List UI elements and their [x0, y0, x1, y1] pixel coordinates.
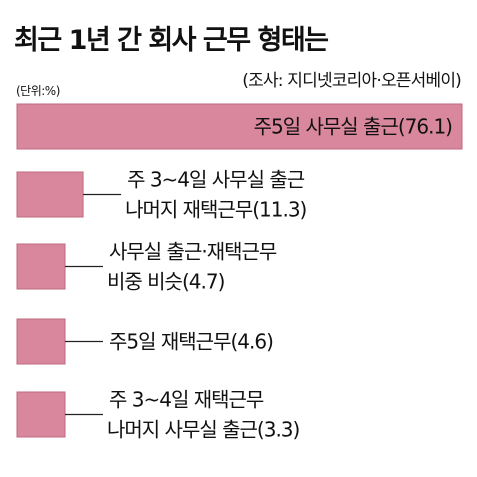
bar-5 [16, 391, 66, 438]
bar-label-3-line-1: 사무실 출근·재택근무 [109, 240, 277, 264]
bar-1 [16, 103, 463, 150]
bar-label-4-line-1: 주5일 재택근무(4.6) [109, 330, 273, 354]
bar-label-2-line-2: 나머지 재택근무(11.3) [125, 198, 306, 222]
bar-label-5-line-2: 나머지 사무실 출근(3.3) [107, 418, 300, 442]
bar-2 [16, 171, 84, 218]
bar-label-1-line-1: 주5일 사무실 출근(76.1) [254, 115, 453, 139]
bar-label-5-line-1: 주 3~4일 재택근무 [109, 388, 264, 412]
bar-label-3-line-2: 비중 비슷(4.7) [107, 270, 225, 294]
bar-4 [16, 318, 66, 365]
bar-label-2-line-1: 주 3~4일 사무실 출근 [127, 168, 305, 192]
chart-source: (조사: 지디넷코리아·오픈서베이) [242, 71, 462, 91]
chart-unit: (단위:%) [16, 84, 60, 98]
bar-3 [16, 243, 66, 290]
chart-title: 최근 1년 간 회사 근무 형태는 [14, 25, 329, 56]
